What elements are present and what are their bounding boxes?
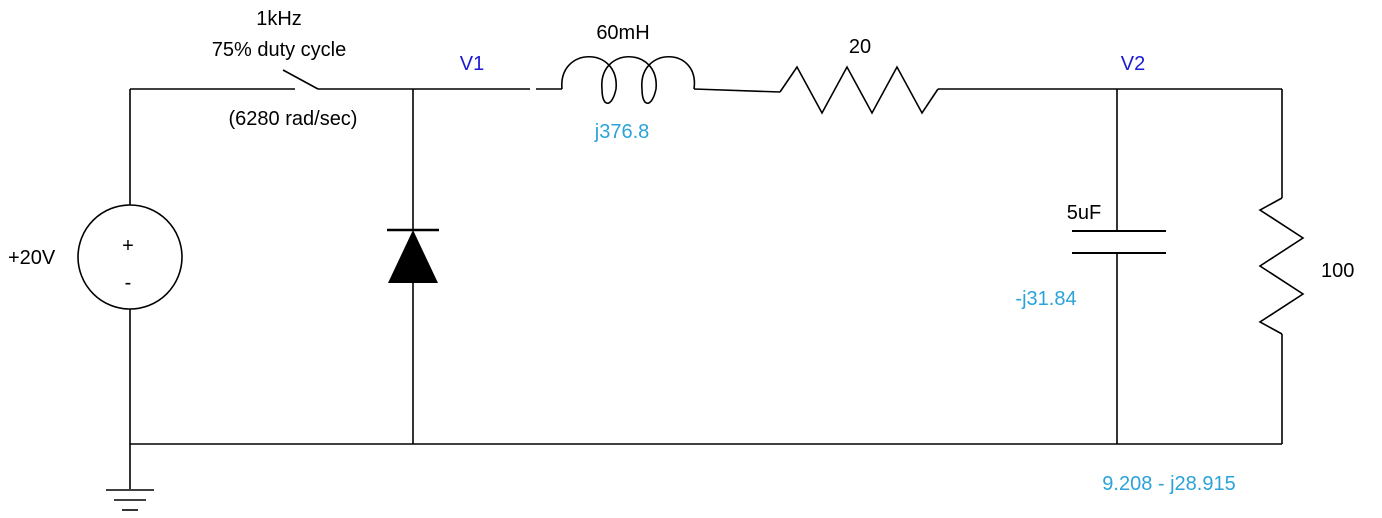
switch-omega-label: (6280 rad/sec) [229, 108, 358, 130]
switch-duty-label: 75% duty cycle [212, 39, 347, 61]
load-resistor-label: 100 [1321, 260, 1354, 282]
voltage-source: + - [77, 204, 183, 444]
node-v1-label: V1 [460, 53, 484, 75]
inductor-value-label: 60mH [596, 22, 649, 44]
source-plus: + [122, 235, 134, 257]
inductor [536, 56, 781, 105]
node-v2-label: V2 [1121, 53, 1145, 75]
capacitor-impedance-label: -j31.84 [1015, 288, 1076, 310]
switch-frequency-label: 1kHz [256, 8, 302, 30]
source-voltage-label: +20V [8, 247, 56, 269]
parallel-impedance-label: 9.208 - j28.915 [1102, 473, 1235, 495]
source-minus: - [125, 272, 132, 294]
wire-source-top [129, 88, 250, 205]
capacitor-value-label: 5uF [1067, 202, 1101, 224]
switch [250, 69, 530, 90]
series-resistor-label: 20 [849, 36, 871, 58]
load-resistor [1258, 89, 1305, 444]
capacitor [1072, 89, 1166, 444]
ground-symbol [106, 444, 154, 511]
series-resistor [779, 65, 1282, 115]
inductor-impedance-label: j376.8 [594, 121, 650, 143]
diode [387, 89, 439, 444]
